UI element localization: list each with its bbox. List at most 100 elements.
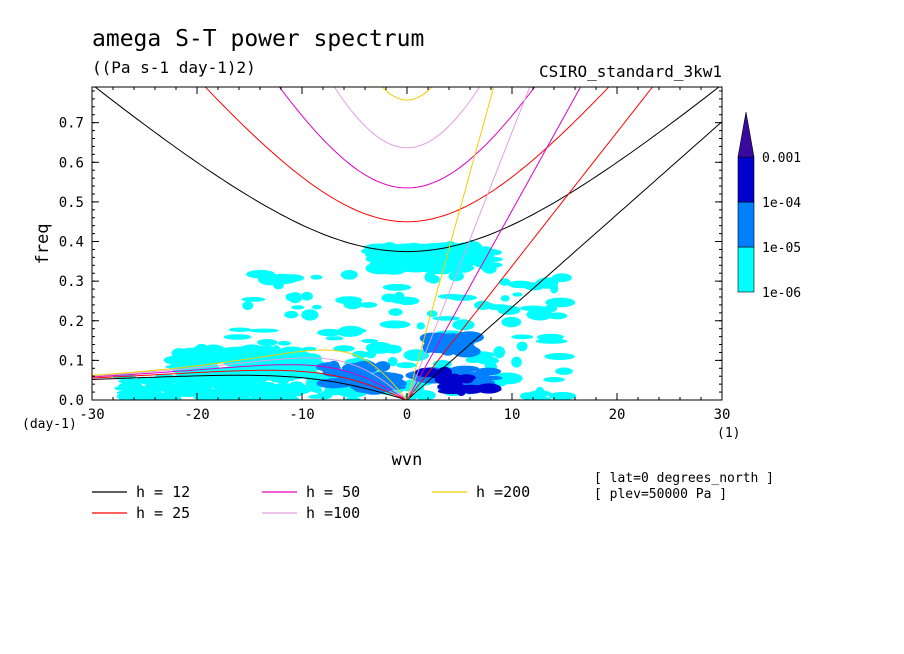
power-blob (382, 283, 412, 291)
power-blob (424, 271, 436, 283)
power-blob (432, 316, 461, 321)
power-blob (332, 336, 344, 341)
power-blob (257, 339, 278, 346)
power-blob (367, 364, 378, 369)
power-blob (391, 297, 407, 304)
chart-subtitle: ((Pa s-1 day-1)2) (92, 58, 256, 77)
legend-label: h = 50 (306, 483, 360, 501)
power-blob (437, 293, 465, 300)
y-tick-label: 0.3 (59, 274, 84, 290)
dispersion-curves (92, 87, 722, 400)
power-blob (301, 309, 319, 321)
power-blob (152, 392, 167, 400)
x-tick-label: 0 (403, 407, 411, 423)
legend-label: h =100 (306, 504, 360, 522)
power-blob (448, 271, 464, 282)
power-blob (476, 383, 502, 394)
power-blob (474, 300, 492, 310)
y-tick-label: 0.0 (59, 393, 84, 409)
power-blob (416, 322, 425, 330)
power-blob (460, 377, 474, 384)
power-blob (213, 381, 241, 386)
power-blob (426, 310, 438, 318)
y-axis-label: freq (33, 224, 53, 265)
power-blob (396, 250, 408, 260)
power-blob (197, 383, 208, 393)
note-lat: [ lat=0 degrees_north ] (594, 471, 774, 486)
power-blob (547, 312, 568, 320)
power-blob (511, 334, 534, 340)
power-blob (340, 270, 358, 280)
x-units-label: (1) (717, 426, 740, 441)
power-blob (526, 308, 553, 321)
power-blob (179, 384, 190, 393)
power-blob (284, 310, 299, 319)
power-blob (545, 297, 576, 308)
power-blob (387, 356, 398, 367)
power-blob (475, 253, 495, 262)
power-shading (112, 240, 577, 400)
power-blob (301, 356, 313, 361)
power-blob (213, 347, 226, 354)
power-blob (396, 362, 417, 369)
power-blob (459, 265, 475, 271)
power-blob (248, 328, 279, 333)
power-blob (405, 242, 423, 253)
power-blob (551, 273, 572, 283)
power-blob (171, 348, 187, 359)
power-blob (543, 376, 565, 383)
x-tick-label: 20 (609, 407, 626, 423)
rossby-wave-curve (92, 364, 408, 400)
chart-title: amega S-T power spectrum (92, 26, 424, 52)
power-blob (118, 381, 144, 392)
power-blob (432, 332, 447, 344)
y-tick-label: 0.4 (59, 235, 84, 251)
power-blob (369, 259, 387, 271)
kelvin-wave-curve (406, 121, 722, 400)
axis-ticks: -30 -20 -10 0 10 20 30 0.0 0.1 0.2 0.3 0.4 0.5 0.6 0.7 (59, 87, 730, 423)
y-tick-label: 0.2 (59, 314, 84, 330)
kelvin-wave-curve (406, 87, 582, 400)
power-blob (117, 378, 150, 384)
power-blob (407, 262, 421, 269)
rossby-wave-curve (92, 349, 408, 400)
power-blob (544, 304, 557, 313)
rossby-wave-curve (92, 369, 408, 400)
power-blob (388, 308, 403, 316)
power-blob (431, 371, 447, 379)
power-blob (242, 301, 254, 311)
power-blob (452, 319, 475, 331)
power-blob (319, 379, 348, 389)
power-blob (228, 327, 252, 332)
power-blob (309, 381, 319, 393)
power-blob (440, 260, 453, 273)
power-blob (403, 349, 430, 362)
power-blob (516, 341, 528, 352)
inertia-gravity-curve (278, 87, 536, 189)
colorbar-segment (737, 246, 755, 293)
inertia-gravity-curve (381, 87, 433, 101)
power-blob (223, 334, 252, 340)
power-blob (466, 259, 489, 265)
power-blob (370, 374, 386, 385)
power-blob (379, 320, 411, 329)
power-blob (347, 365, 357, 370)
kelvin-wave-curve (406, 87, 531, 400)
colorbar-segment (737, 201, 755, 248)
colorbar: 1e-06 1e-05 1e-04 0.001 (737, 111, 801, 301)
power-blob (492, 372, 523, 385)
power-blob (359, 302, 378, 308)
power-blob (500, 295, 510, 302)
x-tick-label: -10 (289, 407, 314, 423)
power-blob (535, 277, 559, 289)
x-tick-label: -20 (184, 407, 209, 423)
power-blob (228, 386, 246, 393)
power-blob (268, 373, 298, 381)
inertia-gravity-curve (94, 87, 720, 253)
power-blob (322, 389, 347, 396)
power-blob (385, 258, 410, 267)
plot-area: -30 -20 -10 0 10 20 30 0.0 0.1 0.2 0.3 0.4 0.5 0.6 0.7 (59, 86, 730, 423)
power-blob (536, 333, 564, 341)
x-tick-label: -30 (79, 407, 104, 423)
legend-label: h = 12 (136, 483, 190, 501)
